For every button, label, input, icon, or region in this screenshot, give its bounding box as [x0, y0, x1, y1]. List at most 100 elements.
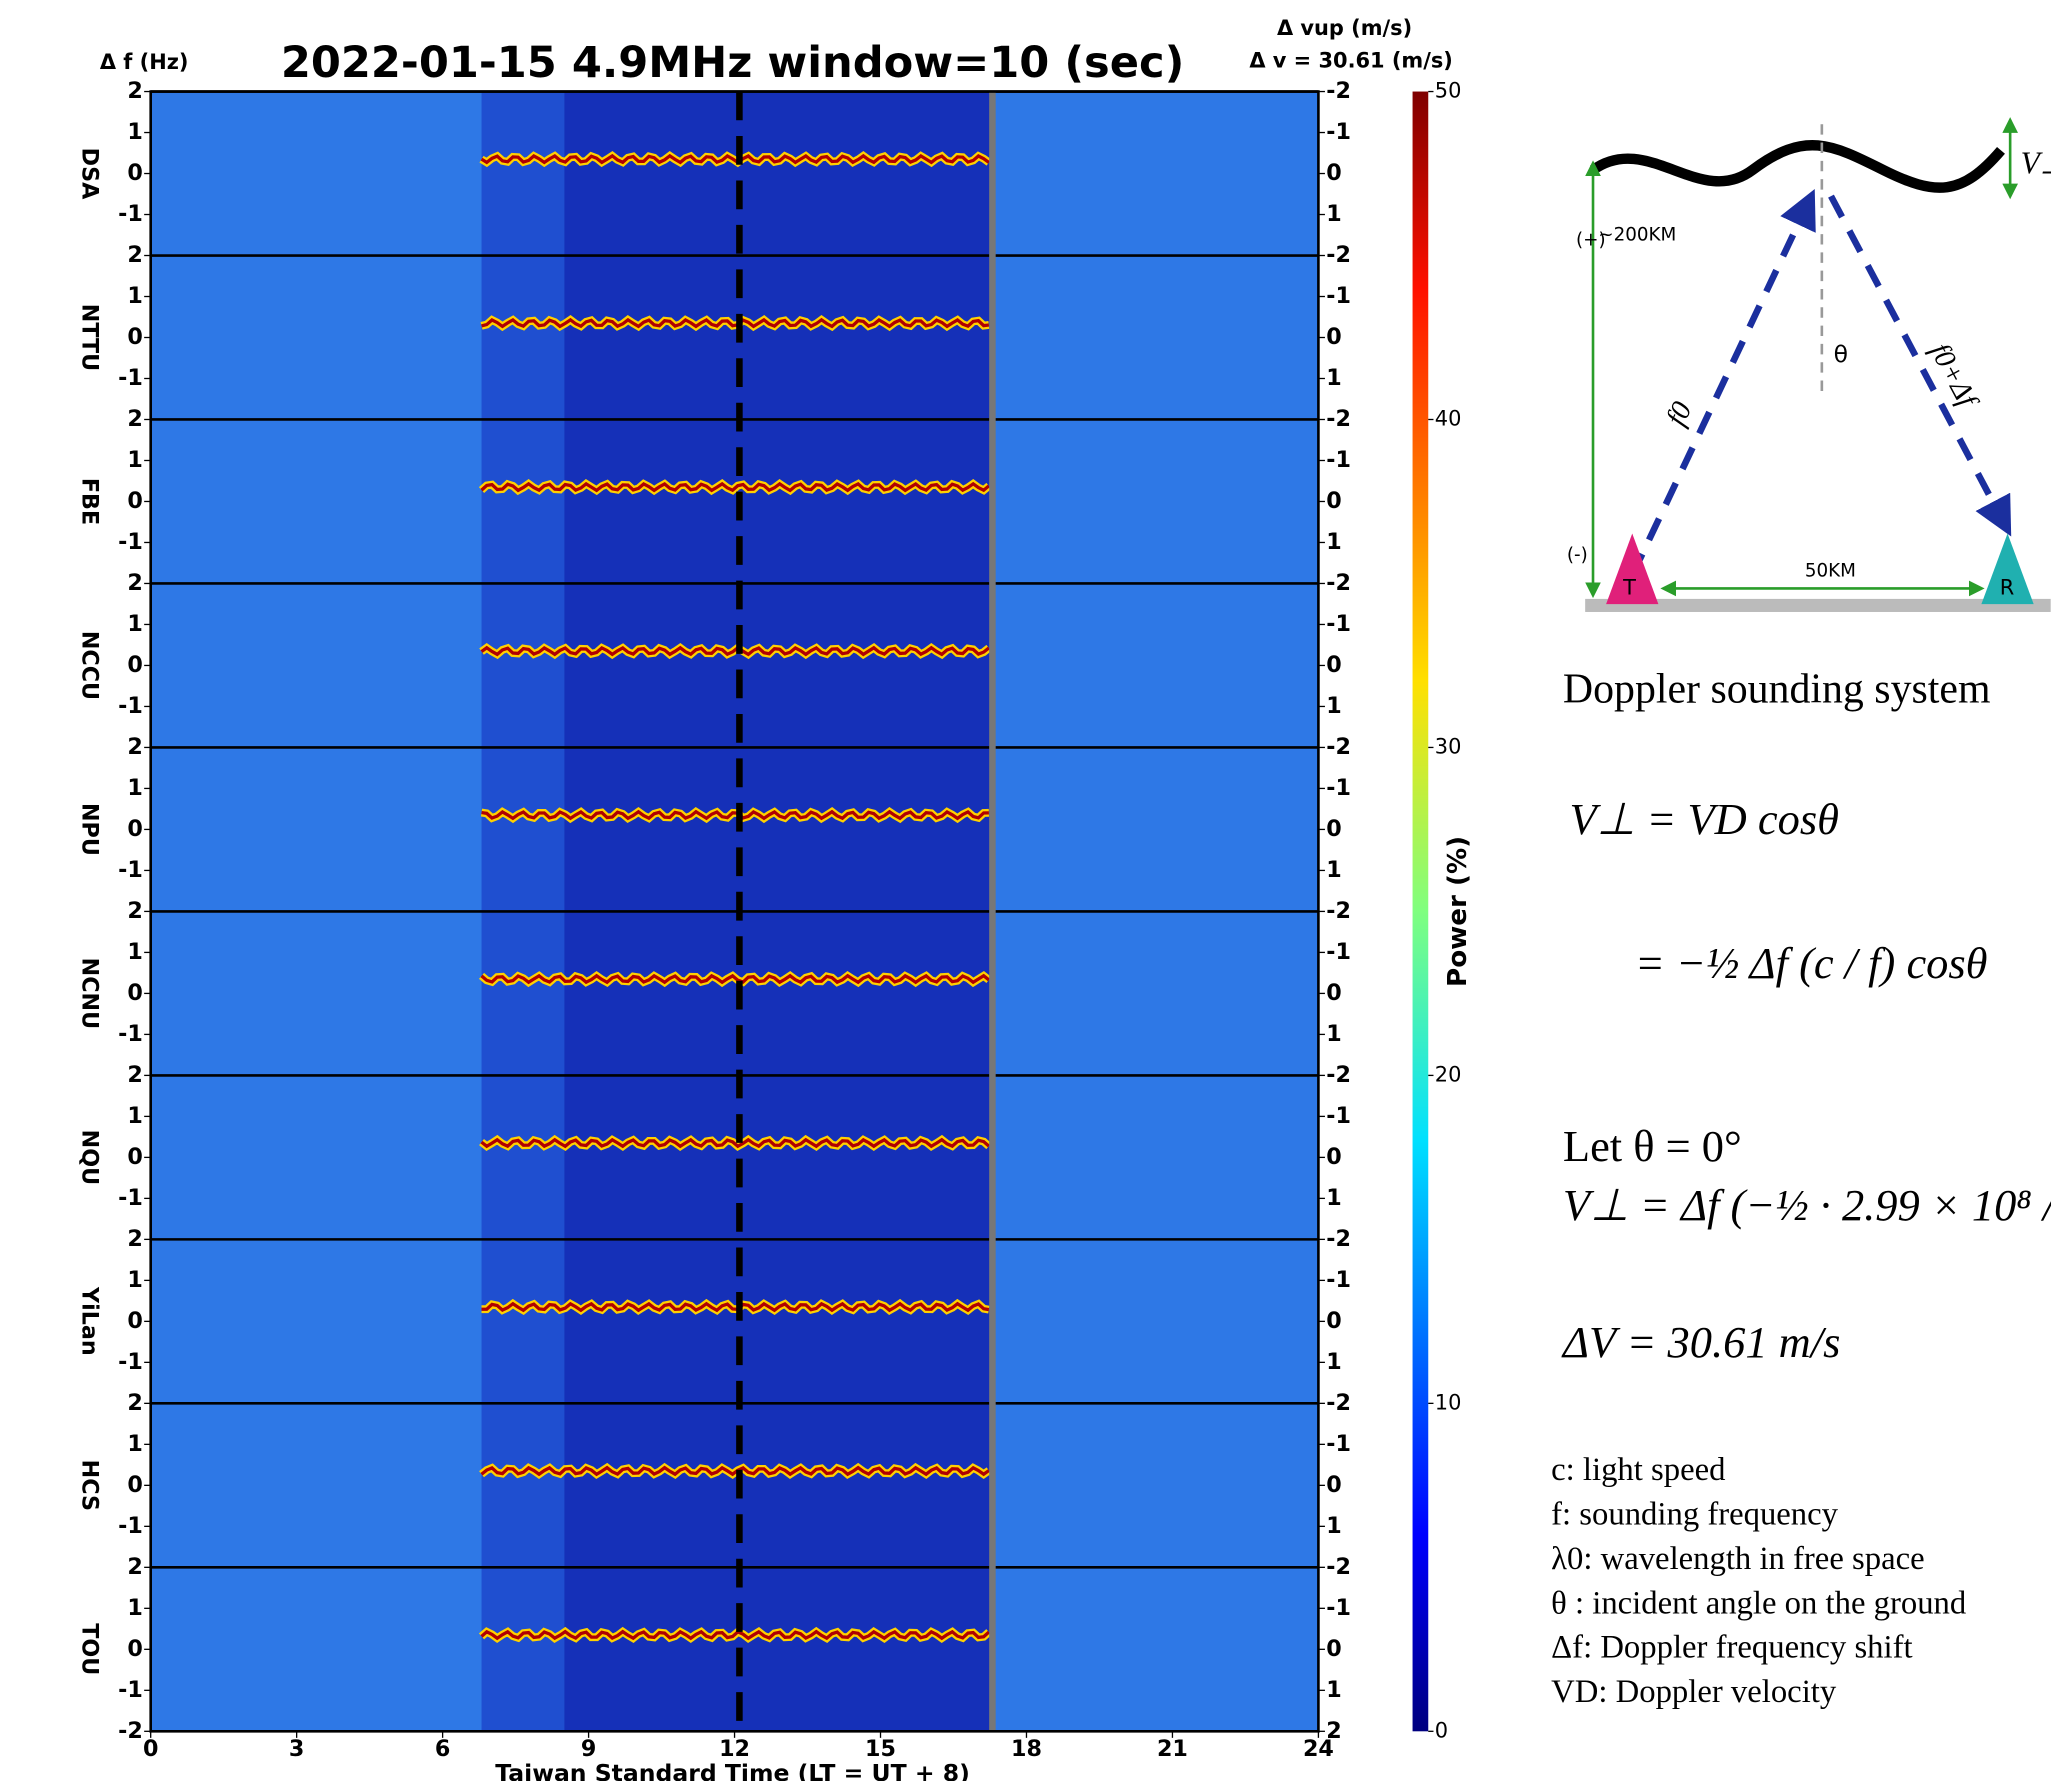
y2-tick-label: 1	[1326, 857, 1341, 883]
dark-region	[481, 911, 565, 1076]
colorbar-tick-label: 10	[1435, 1390, 1462, 1414]
legend-item: θ : incident angle on the ground	[1551, 1585, 1966, 1621]
y2-tick-label: -1	[1326, 1595, 1351, 1621]
station-label: DSA	[77, 148, 103, 200]
colorbar-label: Power (%)	[1443, 836, 1473, 987]
station-label: NPU	[77, 803, 103, 856]
y-tick-label: 2	[127, 734, 142, 760]
doppler-trace	[480, 153, 990, 165]
label: (+)	[1576, 230, 1606, 251]
plot: DSA210-1-2-101NTTU210-1-2-101FBE210-1-2-…	[77, 78, 1462, 1762]
doppler-trace	[481, 1301, 990, 1313]
colorbar-tick-label: 30	[1435, 734, 1462, 758]
label: V⊥	[2021, 145, 2051, 180]
y2-tick-label: 0	[1326, 488, 1341, 514]
y-tick-label: 0	[127, 488, 142, 514]
x-tick-label: 0	[143, 1736, 158, 1762]
station-label: NCCU	[77, 631, 103, 700]
x-tick-label: 6	[435, 1736, 450, 1762]
x-tick-label: 15	[865, 1736, 896, 1762]
y-tick-label: 2	[127, 1554, 142, 1580]
y2-tick-label: -1	[1326, 611, 1351, 637]
y-tick-label: 2	[127, 570, 142, 596]
y2-tick-label: -2	[1326, 78, 1351, 104]
y-tick-label: 1	[127, 1431, 142, 1457]
y-tick-label: 2	[127, 242, 142, 268]
y2-tick-label: -1	[1326, 775, 1351, 801]
x-tick-label: 9	[581, 1736, 596, 1762]
x-tick-label: 21	[1157, 1736, 1188, 1762]
x-tick-label: 12	[719, 1736, 750, 1762]
y-tick-label: -1	[118, 1349, 143, 1375]
label: f0+Δf	[1924, 338, 1985, 415]
dark-region	[564, 419, 993, 584]
doppler-trace	[481, 317, 990, 329]
y-tick-label: 0	[127, 1636, 142, 1662]
doppler-trace	[480, 1629, 990, 1641]
station-label: YiLan	[77, 1286, 103, 1356]
chart-title: 2022-01-15 4.9MHz window=10 (sec)	[281, 38, 1184, 88]
y-tick-label: 0	[127, 1144, 142, 1170]
x-axis-label: Taiwan Standard Time (LT = UT + 8)	[495, 1759, 970, 1781]
equation: ΔV = 30.61 m/s	[1561, 1317, 1840, 1367]
y2-tick-label: -1	[1326, 1267, 1351, 1293]
dark-region	[564, 91, 993, 256]
label: 50KM	[1805, 560, 1856, 581]
y2-tick-label: 1	[1326, 693, 1341, 719]
colorbar	[1412, 91, 1429, 1732]
receiver	[1981, 533, 2034, 605]
y-tick-label: -1	[118, 857, 143, 883]
y2-tick-label: 0	[1326, 816, 1341, 842]
station-label: NQU	[77, 1130, 103, 1186]
y-tick-label: 1	[127, 775, 142, 801]
y2-tick-label: 1	[1326, 1513, 1341, 1539]
label: f0	[1660, 396, 1699, 430]
label: ~200KM	[1598, 224, 1676, 245]
label: θ	[1834, 340, 1848, 368]
station-label: NTTU	[77, 304, 103, 371]
dark-region	[564, 1239, 993, 1404]
y-axis-label: Δ f (Hz)	[100, 50, 189, 74]
station-label: HCS	[77, 1460, 103, 1511]
doppler-trace	[480, 1137, 990, 1149]
legend-item: Δf: Doppler frequency shift	[1551, 1630, 1912, 1666]
y2-note: Δ v = 30.61 (m/s)	[1249, 48, 1453, 72]
station-label: FBE	[77, 478, 103, 525]
y-tick-label: 1	[127, 283, 142, 309]
y-tick-label: -1	[118, 201, 143, 227]
station-label: TOU	[77, 1623, 103, 1675]
y-tick-label: 0	[127, 324, 142, 350]
dark-region	[564, 911, 993, 1076]
legend-item: c: light speed	[1551, 1452, 1725, 1488]
y2-tick-label: -1	[1326, 939, 1351, 965]
equation: = −½ Δf (c / f) cosθ	[1635, 938, 1988, 988]
y-tick-label: 0	[127, 1308, 142, 1334]
colorbar-tick-label: 40	[1435, 406, 1462, 430]
y2-tick-label: -2	[1326, 1554, 1351, 1580]
y2-tick-label: -2	[1326, 570, 1351, 596]
doppler-trace	[480, 1465, 990, 1477]
dark-region	[481, 1567, 565, 1732]
y-tick-label: 0	[127, 980, 142, 1006]
legend-item: f: sounding frequency	[1551, 1496, 1839, 1532]
dark-region	[481, 1403, 565, 1568]
x-tick-label: 18	[1011, 1736, 1042, 1762]
caption: Doppler sounding system	[1563, 667, 1991, 713]
doppler-trace	[480, 645, 990, 657]
y2-tick-label: -2	[1326, 406, 1351, 432]
y2-tick-label: 1	[1326, 365, 1341, 391]
y-tick-label: -1	[118, 1021, 143, 1047]
y2-tick-label: -1	[1326, 1431, 1351, 1457]
y-tick-label: 1	[127, 1103, 142, 1129]
colorbar-tick-label: 50	[1435, 79, 1462, 103]
legend-item: VD: Doppler velocity	[1551, 1674, 1837, 1710]
dark-region	[481, 91, 565, 256]
y2-tick-label: 0	[1326, 1144, 1341, 1170]
dark-region	[564, 747, 993, 912]
x-tick-label: 24	[1303, 1736, 1334, 1762]
label: (-)	[1567, 545, 1588, 566]
y-tick-label: 0	[127, 1472, 142, 1498]
dark-region	[481, 747, 565, 912]
y-tick-label: 0	[127, 652, 142, 678]
y2-tick-label: 0	[1326, 1636, 1341, 1662]
